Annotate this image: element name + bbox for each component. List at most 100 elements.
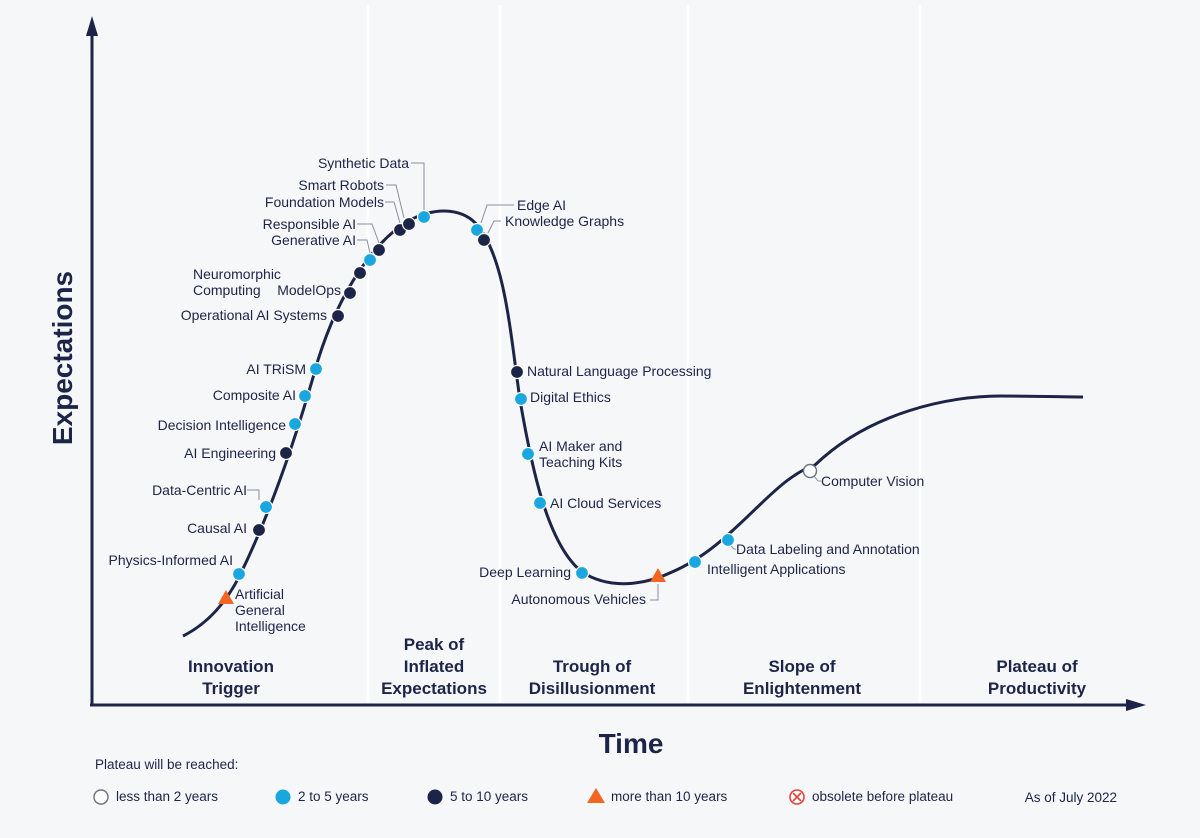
ai-cloud-services-label-line: AI Cloud Services: [550, 495, 661, 511]
decision-intelligence-marker: [287, 416, 303, 432]
natural-language-processing-marker: [509, 364, 525, 380]
hype-curve: [182, 209, 1084, 638]
intelligent-applications-label-line: Intelligent Applications: [707, 561, 846, 577]
ai-engineering-label: AI Engineering: [184, 445, 276, 461]
foundation-models-leader: [385, 201, 401, 224]
ai-cloud-services-marker: [532, 495, 548, 511]
artificial-general-intelligence-label: Artificial General Intelligence: [235, 586, 306, 634]
phase-label-line: Inflated: [404, 657, 464, 676]
synthetic-data-label: Synthetic Data: [318, 155, 409, 171]
computer-vision-label: Computer Vision: [821, 473, 924, 489]
generative-ai-leader: [357, 239, 371, 254]
smart-robots-marker: [401, 216, 417, 232]
artificial-general-intelligence-label-line: General: [235, 602, 285, 618]
data-labeling-and-annotation-label: Data Labeling and Annotation: [736, 541, 920, 557]
phase-label-line: Productivity: [988, 679, 1087, 698]
legend-2-to-5-years-label: 2 to 5 years: [298, 789, 369, 804]
operational-ai-systems-label: Operational AI Systems: [181, 307, 327, 323]
knowledge-graphs-label-line: Knowledge Graphs: [505, 213, 624, 229]
autonomous-vehicles-label: Autonomous Vehicles: [511, 591, 646, 607]
phase-label: Innovation Trigger: [188, 657, 274, 698]
computer-vision-leader: [813, 475, 821, 482]
phase-label: Peak of Inflated Expectations: [381, 635, 487, 698]
composite-ai-label: Composite AI: [213, 387, 296, 403]
intelligent-applications-marker: [687, 554, 703, 570]
data-centric-ai-label: Data-Centric AI: [152, 482, 247, 498]
decision-intelligence-label: Decision Intelligence: [158, 417, 287, 433]
synthetic-data-marker: [416, 209, 432, 225]
responsible-ai-marker: [371, 242, 387, 258]
phase-label-line: Plateau of: [996, 657, 1078, 676]
knowledge-graphs-label: Knowledge Graphs: [505, 213, 624, 229]
legend-obsolete-before-plateau-icon-x: [792, 792, 802, 802]
modelops-label: ModelOps: [277, 282, 341, 298]
natural-language-processing-label: Natural Language Processing: [527, 363, 711, 379]
foundation-models-label-line: Foundation Models: [265, 194, 384, 210]
physics-informed-ai-marker: [231, 566, 247, 582]
ai-maker-and-teaching-kits-marker: [520, 446, 536, 462]
operational-ai-systems-marker: [330, 308, 346, 324]
synthetic-data-leader: [411, 162, 425, 210]
generative-ai-label: Generative AI: [271, 232, 356, 248]
phase-label-line: Innovation: [188, 657, 274, 676]
y-axis-title: Expectations: [47, 271, 78, 445]
neuromorphic-computing-label-line: Neuromorphic: [193, 266, 281, 282]
artificial-general-intelligence-label-line: Artificial: [235, 586, 284, 602]
data-centric-ai-label-line: Data-Centric AI: [152, 482, 247, 498]
data-labeling-and-annotation-marker: [720, 532, 736, 548]
phase-label: Trough of Disillusionment: [529, 657, 656, 698]
y-axis-arrow-icon: [86, 16, 98, 36]
physics-informed-ai-label: Physics-Informed AI: [109, 552, 234, 568]
edge-ai-leader: [480, 204, 514, 224]
legend-obsolete-before-plateau-label: obsolete before plateau: [812, 789, 953, 804]
knowledge-graphs-marker: [476, 232, 492, 248]
responsible-ai-label-line: Responsible AI: [263, 216, 356, 232]
physics-informed-ai-label-line: Physics-Informed AI: [109, 552, 234, 568]
autonomous-vehicles-marker: [650, 568, 666, 582]
generative-ai-marker: [362, 252, 378, 268]
composite-ai-marker: [297, 388, 313, 404]
neuromorphic-computing-marker: [352, 265, 368, 281]
digital-ethics-label-line: Digital Ethics: [530, 389, 611, 405]
composite-ai-label-line: Composite AI: [213, 387, 296, 403]
ai-trism-marker: [308, 361, 324, 377]
autonomous-vehicles-label-line: Autonomous Vehicles: [511, 591, 646, 607]
phase-label-line: Trough of: [553, 657, 632, 676]
smart-robots-leader: [386, 184, 405, 219]
decision-intelligence-label-line: Decision Intelligence: [158, 417, 287, 433]
digital-ethics-label: Digital Ethics: [530, 389, 611, 405]
modelops-marker: [342, 285, 358, 301]
modelops-label-line: ModelOps: [277, 282, 341, 298]
intelligent-applications-label: Intelligent Applications: [707, 561, 846, 577]
synthetic-data-label-line: Synthetic Data: [318, 155, 409, 171]
legend-more-than-10-years-icon: [587, 788, 605, 803]
natural-language-processing-label-line: Natural Language Processing: [527, 363, 711, 379]
phase-label-line: Enlightenment: [743, 679, 861, 698]
causal-ai-marker: [251, 522, 267, 538]
phase-label-line: Peak of: [404, 635, 465, 654]
neuromorphic-computing-label: Neuromorphic Computing: [193, 266, 281, 298]
ai-trism-label: AI TRiSM: [246, 361, 306, 377]
phase-label-line: Trigger: [202, 679, 260, 698]
phase-label-line: Expectations: [381, 679, 487, 698]
smart-robots-label: Smart Robots: [298, 177, 384, 193]
ai-maker-and-teaching-kits-label-line: AI Maker and: [539, 438, 622, 454]
edge-ai-label: Edge AI: [517, 197, 566, 213]
generative-ai-label-line: Generative AI: [271, 232, 356, 248]
operational-ai-systems-label-line: Operational AI Systems: [181, 307, 327, 323]
deep-learning-label: Deep Learning: [479, 564, 571, 580]
causal-ai-label-line: Causal AI: [187, 520, 247, 536]
responsible-ai-leader: [357, 223, 380, 244]
phase-label-line: Slope of: [768, 657, 835, 676]
legend-2-to-5-years-icon: [275, 789, 291, 805]
causal-ai-label: Causal AI: [187, 520, 247, 536]
data-centric-ai-marker: [258, 499, 274, 515]
ai-engineering-marker: [278, 445, 294, 461]
digital-ethics-marker: [513, 391, 529, 407]
legend-5-to-10-years-label: 5 to 10 years: [450, 789, 528, 804]
deep-learning-marker: [574, 565, 590, 581]
artificial-general-intelligence-label-line: Intelligence: [235, 618, 306, 634]
x-axis-title: Time: [599, 728, 664, 759]
ai-trism-label-line: AI TRiSM: [246, 361, 306, 377]
legend-less-than-2-years-label: less than 2 years: [116, 789, 218, 804]
